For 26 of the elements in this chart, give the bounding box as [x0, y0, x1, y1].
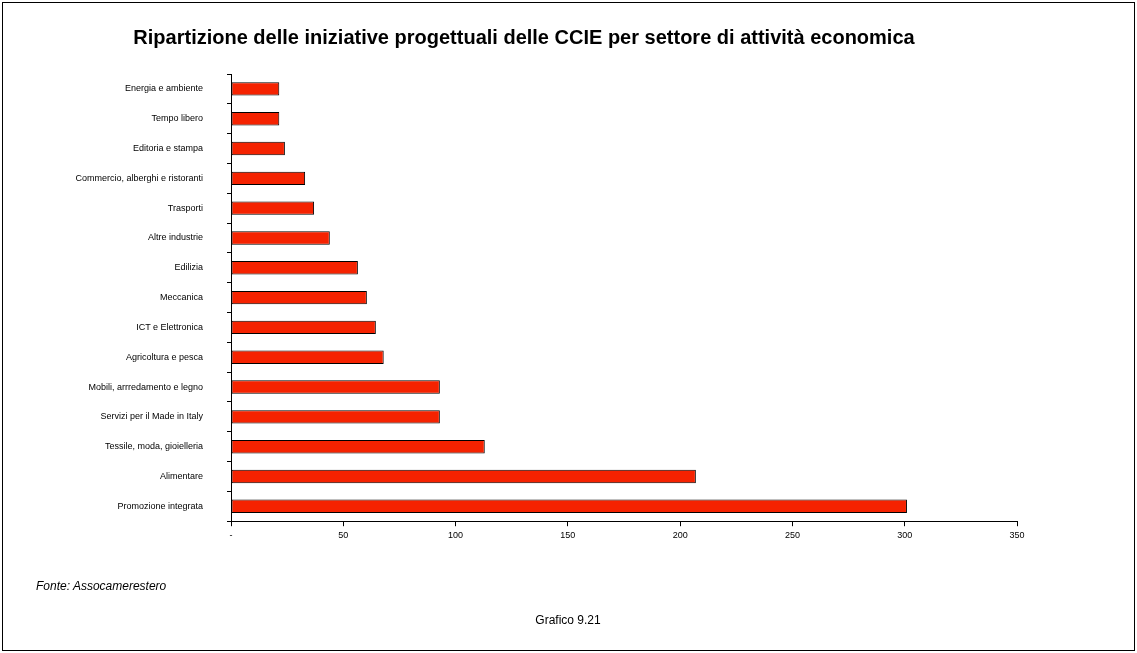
- x-tick-label: 300: [897, 530, 913, 541]
- chart-title: Ripartizione delle iniziative progettuali delle CCIE per settore di attività economica: [133, 25, 916, 48]
- y-tick-label: Altre industrie: [147, 232, 203, 243]
- x-tick-label: 150: [560, 530, 576, 541]
- y-tick-label: Tessile, moda, gioielleria: [104, 441, 203, 452]
- x-tick-label: -: [229, 530, 233, 541]
- y-tick-label: Trasporti: [167, 202, 203, 213]
- x-tick-label: 250: [784, 530, 800, 541]
- y-tick-label: Energia e ambiente: [124, 83, 203, 94]
- text: Grafico 9.21: [535, 613, 602, 628]
- y-tick-label: Edilizia: [174, 262, 203, 273]
- y-tick-label: Promozione integrata: [117, 500, 203, 511]
- y-tick-label: Tempo libero: [151, 113, 203, 124]
- y-tick-label: Commercio, alberghi e ristoranti: [75, 172, 203, 183]
- x-tick-label: 50: [338, 530, 349, 541]
- y-tick-label: Servizi per il Made in Italy: [100, 411, 204, 422]
- y-tick-label: ICT e Elettronica: [136, 321, 203, 332]
- y-tick-label: Editoria e stampa: [132, 143, 203, 154]
- y-tick-label: Meccanica: [159, 292, 203, 303]
- source-note: Fonte: Assocamerestero: [36, 579, 167, 594]
- x-tick-label: 100: [448, 530, 464, 541]
- x-tick-label: 200: [672, 530, 688, 541]
- x-tick-label: 350: [1009, 530, 1025, 541]
- y-tick-label: Agricoltura e pesca: [125, 351, 203, 362]
- y-tick-label: Alimentare: [159, 470, 203, 481]
- y-tick-label: Mobili, arrredamento e legno: [88, 381, 203, 392]
